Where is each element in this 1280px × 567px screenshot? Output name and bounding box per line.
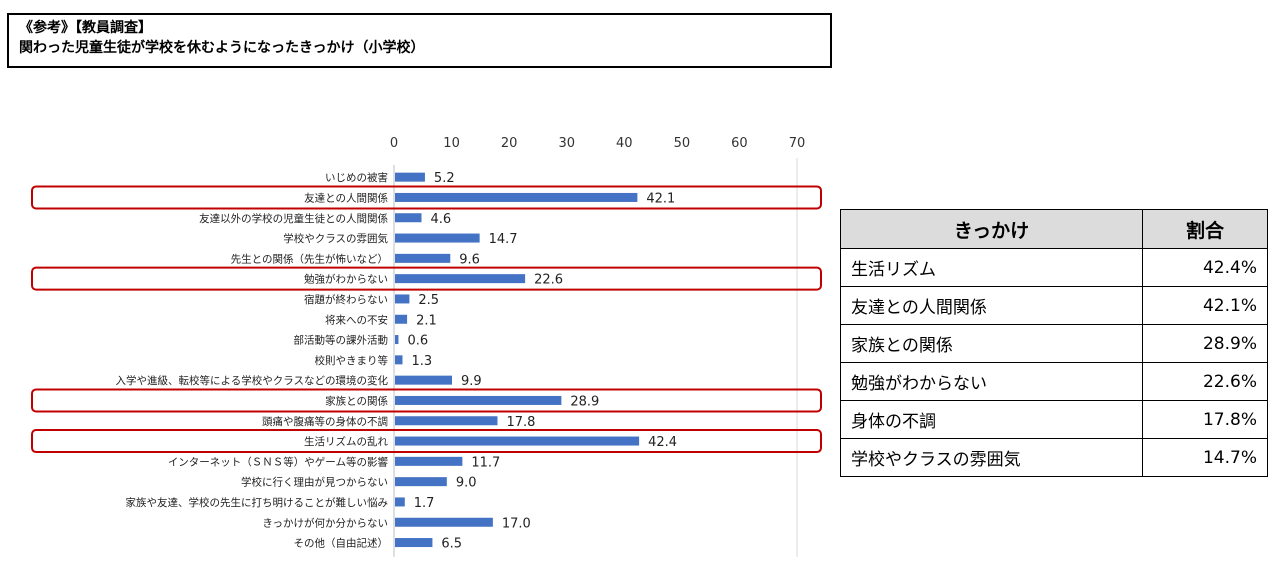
data-label: 6.5 [441,537,462,552]
data-label: 42.1 [646,191,675,206]
data-label: 9.0 [456,476,477,491]
bar [395,172,425,182]
bar [395,274,526,284]
bar [395,395,562,405]
title-box: 《参考》【教員調査】 関わった児童生徒が学校を休むようになったきっかけ（小学校） [7,13,832,68]
category-label: 友達以外の学校の児童生徒との人間関係 [199,212,388,225]
summary-header-cause: きっかけ [840,209,1143,249]
data-label: 1.3 [411,354,432,369]
highlight-frame [31,388,822,413]
summary-cause: 生活リズム [840,248,1143,287]
highlight-frame [31,429,822,454]
x-tick-label: 40 [616,136,633,151]
category-label: 家族や友達、学校の先生に打ち明けることが難しい悩み [126,496,389,509]
data-label: 0.6 [407,334,428,349]
summary-row: 学校やクラスの雰囲気 14.7% [840,438,1268,477]
summary-cause: 友達との人間関係 [840,286,1143,325]
data-label: 4.6 [430,212,451,227]
x-tick-label: 30 [558,136,575,151]
bar [395,314,408,324]
data-label: 22.6 [534,273,563,288]
x-tick-label: 50 [674,136,691,151]
data-label: 28.9 [570,394,599,409]
category-label: 将来への不安 [325,313,388,326]
data-label: 2.5 [418,293,439,308]
summary-row: 友達との人間関係 42.1% [840,286,1268,325]
data-label: 42.4 [648,435,677,450]
summary-ratio: 14.7% [1142,438,1268,477]
category-label: 頭痛や腹痛等の身体の不調 [262,415,388,428]
summary-ratio: 17.8% [1142,400,1268,439]
bar [395,355,403,365]
summary-row: 身体の不調 17.8% [840,400,1268,439]
bar [395,253,451,263]
bar-chart: 0 10 20 30 40 50 60 70 いじめの被害友達との人間関係友達以外の学校の児童… [31,136,822,557]
summary-ratio: 42.4% [1142,248,1268,287]
bar [395,517,493,527]
data-label: 14.7 [489,232,518,247]
data-label: 9.6 [459,252,480,267]
x-tick-label: 0 [390,136,398,151]
summary-cause: 家族との関係 [840,324,1143,363]
x-tick-label: 60 [731,136,748,151]
summary-row: 生活リズム 42.4% [840,248,1268,287]
title-line-2: 関わった児童生徒が学校を休むようになったきっかけ（小学校） [19,40,425,56]
x-tick-label: 20 [501,136,518,151]
summary-cause: 身体の不調 [840,400,1143,439]
bar [395,294,410,304]
category-label: 生活リズムの乱れ [304,435,388,448]
bar [395,335,399,345]
data-label: 2.1 [416,313,437,328]
category-label: 校則やきまり等 [315,354,389,367]
bar [395,192,638,202]
summary-cause: 勉強がわからない [840,362,1143,401]
bar [395,456,463,466]
bar [395,497,405,507]
bar [395,416,498,426]
summary-header-row: きっかけ 割合 [840,209,1268,249]
bar [395,538,433,548]
category-label: 宿題が終わらない [304,293,388,306]
category-label: 入学や進級、転校等による学校やクラスなどの環境の変化 [116,374,389,387]
summary-ratio: 22.6% [1142,362,1268,401]
category-label: いじめの被害 [325,171,388,184]
summary-table: きっかけ 割合 生活リズム 42.4% 友達との人間関係 42.1% 家族との関… [840,209,1268,477]
summary-row: 勉強がわからない 22.6% [840,362,1268,401]
highlight-frame [31,266,822,291]
summary-row: 家族との関係 28.9% [840,324,1268,363]
summary-ratio: 42.1% [1142,286,1268,325]
category-label: きっかけが何か分からない [262,516,388,529]
data-label: 9.9 [461,374,482,389]
summary-cause: 学校やクラスの雰囲気 [840,438,1143,477]
category-label: 学校に行く理由が見つからない [241,476,388,489]
category-label: 学校やクラスの雰囲気 [283,232,388,245]
data-label: 17.8 [506,415,535,430]
category-label: インターネット（ＳＮＳ等）やゲーム等の影響 [168,455,389,468]
data-label: 11.7 [471,455,500,470]
highlight-frame [31,185,822,210]
summary-ratio: 28.9% [1142,324,1268,363]
bar [395,233,480,243]
category-label: 勉強がわからない [304,273,388,286]
bar [395,375,452,385]
data-label: 17.0 [502,516,531,531]
category-label: 家族との関係 [325,394,388,407]
category-label: その他（自由記述） [294,537,389,550]
category-label: 先生との関係（先生が怖いなど） [231,252,388,265]
data-label: 5.2 [434,171,455,186]
bar [395,436,640,446]
bar [395,213,422,223]
summary-header-ratio: 割合 [1142,209,1268,249]
data-label: 1.7 [414,496,435,511]
bar [395,477,447,487]
title-line-1: 《参考》【教員調査】 [19,20,152,36]
category-label: 友達との人間関係 [304,191,388,204]
category-label: 部活動等の課外活動 [294,334,389,347]
x-tick-label: 70 [789,136,806,151]
x-tick-label: 10 [443,136,460,151]
